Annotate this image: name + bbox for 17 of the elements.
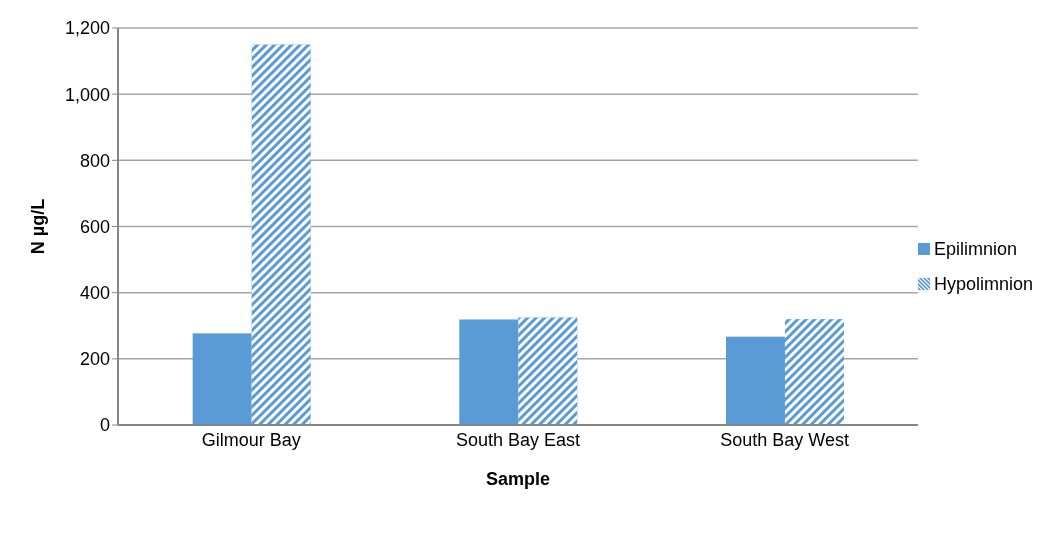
- legend-label: Hypolimnion: [933, 273, 1033, 295]
- bar: [725, 336, 785, 425]
- legend-label: Epilimnion: [933, 238, 1017, 260]
- y-tick-label: 0: [99, 415, 110, 436]
- bar: [459, 319, 519, 425]
- y-tick-label: 1,000: [64, 84, 110, 105]
- y-tick-label: 1,200: [64, 18, 110, 39]
- x-tick-label: Gilmour Bay: [201, 429, 301, 450]
- y-tick-label: 600: [79, 216, 110, 237]
- x-tick-label: South Bay East: [455, 429, 581, 450]
- y-axis-title: N µg/L: [28, 198, 49, 255]
- y-tick-label: 400: [79, 283, 110, 304]
- x-axis-title: Sample: [485, 469, 550, 489]
- bar: [192, 333, 252, 425]
- x-tick-label: South Bay West: [720, 429, 849, 450]
- y-tick-label: 200: [79, 349, 110, 370]
- y-tick-label: 800: [79, 150, 110, 171]
